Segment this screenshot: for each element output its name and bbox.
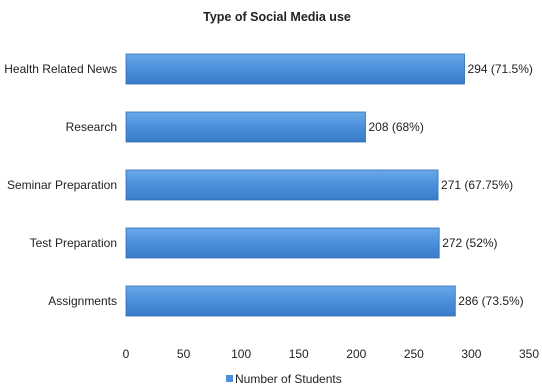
bar xyxy=(125,111,366,143)
bar xyxy=(125,285,456,317)
data-label: 272 (52%) xyxy=(442,236,497,250)
x-tick-label: 350 xyxy=(519,347,539,361)
legend-label: Number of Students xyxy=(235,372,342,386)
legend-swatch xyxy=(226,375,233,382)
x-tick-label: 300 xyxy=(461,347,481,361)
category-label: Assignments xyxy=(48,294,117,308)
category-label: Seminar Preparation xyxy=(7,178,117,192)
category-label: Health Related News xyxy=(4,62,117,76)
bar xyxy=(125,53,465,85)
x-tick-label: 50 xyxy=(177,347,191,361)
x-tick-label: 100 xyxy=(231,347,251,361)
x-tick-label: 0 xyxy=(123,347,130,361)
chart-title: Type of Social Media use xyxy=(203,10,351,24)
data-label: 286 (73.5%) xyxy=(458,294,523,308)
legend: Number of Students xyxy=(226,372,342,386)
data-label: 208 (68%) xyxy=(368,120,423,134)
category-label: Test Preparation xyxy=(30,236,117,250)
x-tick-label: 200 xyxy=(346,347,366,361)
data-label: 271 (67.75%) xyxy=(441,178,513,192)
bar xyxy=(125,227,440,259)
bar xyxy=(125,169,439,201)
x-tick-label: 150 xyxy=(289,347,309,361)
category-label: Research xyxy=(66,120,117,134)
data-label: 294 (71.5%) xyxy=(468,62,533,76)
x-tick-label: 250 xyxy=(404,347,424,361)
